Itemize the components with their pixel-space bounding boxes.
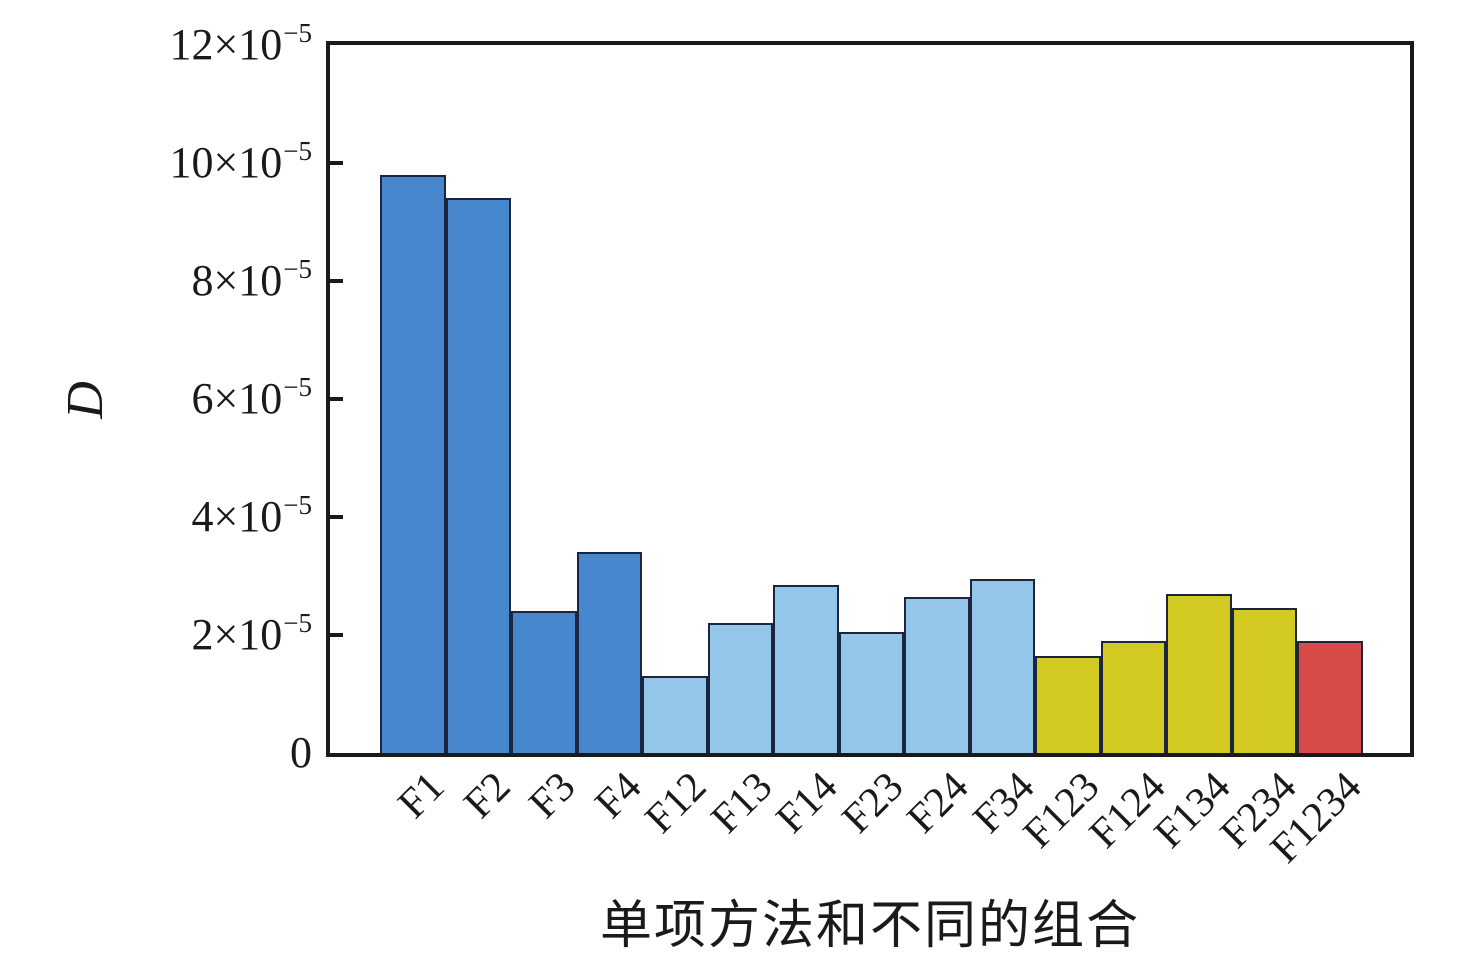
y-axis-tick <box>330 397 343 401</box>
x-tick-label-f4: F4 <box>586 763 651 828</box>
y-tick-label-base: 0 <box>290 728 312 777</box>
x-tick-label-f23: F23 <box>833 763 913 843</box>
y-tick-label-base: 4×10 <box>191 492 283 541</box>
bar-f34 <box>969 578 1035 753</box>
y-tick-label-exponent: −5 <box>283 608 312 638</box>
bar-f2 <box>445 198 511 753</box>
bar-f134 <box>1166 593 1232 753</box>
x-tick-label-f1: F1 <box>389 763 454 828</box>
x-axis-label: 单项方法和不同的组合 <box>599 898 1140 955</box>
x-tick-label-f12: F12 <box>637 763 716 843</box>
bar-f24 <box>904 596 970 753</box>
y-tick-label: 12×10−5 <box>0 18 312 72</box>
y-tick-label-base: 6×10 <box>191 374 283 423</box>
bar-f12 <box>642 676 708 753</box>
bar-f1234 <box>1297 640 1363 753</box>
x-tick-label-f2: F2 <box>455 763 520 828</box>
x-tick-label-f14: F14 <box>768 763 847 843</box>
y-tick-label: 8×10−5 <box>0 254 312 308</box>
x-tick-label-f3: F3 <box>520 763 585 828</box>
y-tick-label-exponent: −5 <box>283 18 312 48</box>
plot-area <box>326 41 1414 757</box>
y-axis-tick <box>330 279 343 283</box>
y-tick-label: 0 <box>0 731 312 775</box>
y-axis-tick <box>330 633 343 637</box>
y-tick-label-base: 2×10 <box>191 610 283 659</box>
bar-f123 <box>1035 655 1101 753</box>
y-tick-label-base: 8×10 <box>191 256 283 305</box>
y-tick-label-exponent: −5 <box>283 490 312 520</box>
y-tick-label-base: 10×10 <box>169 138 283 187</box>
y-tick-label: 10×10−5 <box>0 136 312 190</box>
y-tick-label: 2×10−5 <box>0 608 312 662</box>
x-tick-label-f13: F13 <box>702 763 782 843</box>
y-axis-tick <box>330 161 343 165</box>
bar-f23 <box>838 632 904 753</box>
bar-f124 <box>1100 640 1166 753</box>
y-tick-label-exponent: −5 <box>283 372 312 402</box>
bar-f1 <box>380 174 446 753</box>
bar-f3 <box>511 611 577 753</box>
y-tick-label-exponent: −5 <box>283 254 312 284</box>
y-axis-tick <box>330 515 343 519</box>
bar-f14 <box>773 584 839 753</box>
x-tick-label-f24: F24 <box>899 763 978 843</box>
y-tick-label-base: 12×10 <box>169 20 283 69</box>
y-tick-label: 4×10−5 <box>0 490 312 544</box>
bar-f234 <box>1231 608 1297 753</box>
bar-f4 <box>576 552 642 753</box>
bar-f13 <box>707 623 773 753</box>
y-tick-label: 6×10−5 <box>0 372 312 426</box>
y-tick-label-exponent: −5 <box>283 136 312 166</box>
